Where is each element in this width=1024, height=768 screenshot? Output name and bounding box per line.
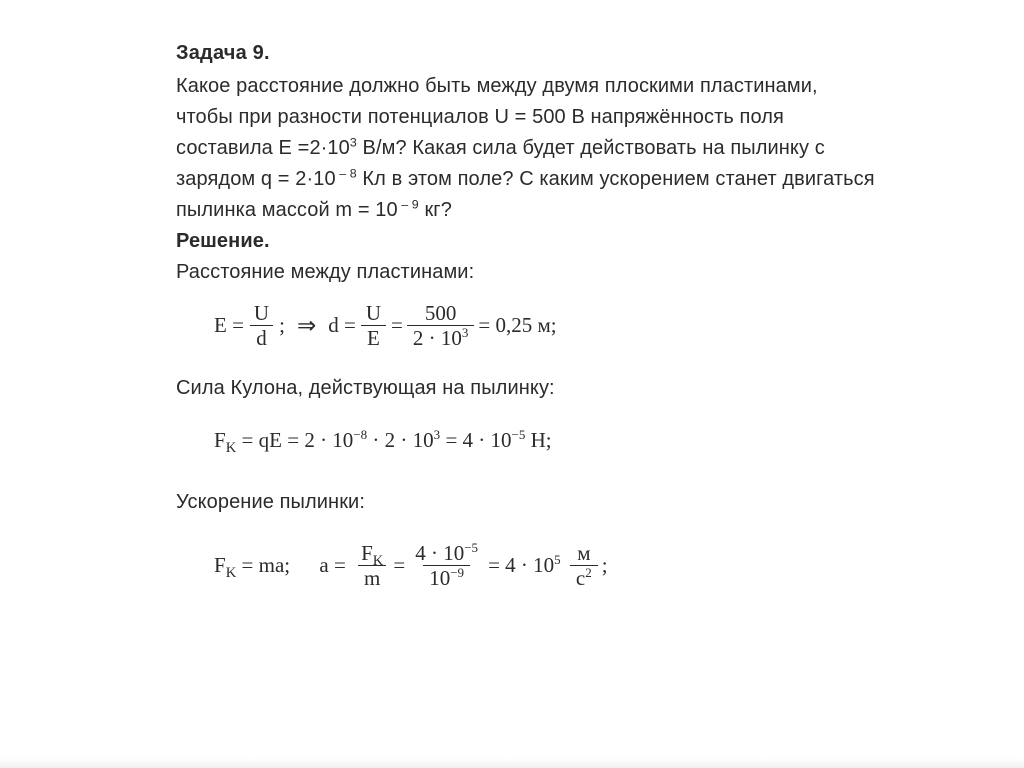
f2-qE: qE — [259, 428, 282, 453]
f3-frac-val: 4 · 10−5 10−9 — [409, 542, 484, 589]
step-2-label: Сила Кулона, действующая на пылинку: — [176, 373, 924, 404]
f3-frac-val-num: 4 · 10−5 — [409, 542, 484, 565]
f3-semi: ; — [602, 553, 608, 578]
f1-frac-UE-den: E — [361, 325, 386, 349]
document-page: Задача 9. Какое расстояние должно быть м… — [0, 0, 1024, 768]
f1-frac-val-den: 2 · 103 — [407, 325, 475, 349]
f3-frac-num: FK — [355, 542, 389, 565]
problem-line-1: Какое расстояние должно быть между двумя… — [176, 75, 818, 97]
f1-frac-Ud: U d — [248, 302, 275, 349]
f1-frac-Ud-den: d — [250, 325, 273, 349]
f2-Fk: FK — [214, 428, 236, 453]
f3-ma: ma; — [259, 553, 291, 578]
formula-1: E = U d ; ⇒ d = U E = 500 2 · 103 = — [214, 302, 924, 349]
f1-frac-UE-num: U — [360, 302, 387, 325]
value-q-mantissa: 2·10 — [295, 168, 335, 190]
f1-result: 0,25 м; — [495, 313, 556, 338]
solution-label: Решение. — [176, 226, 924, 257]
problem-statement: Какое расстояние должно быть между двумя… — [176, 71, 924, 226]
f1-eq3: = — [391, 313, 403, 338]
value-q-exp: – 8 — [336, 166, 357, 180]
page-shadow — [0, 758, 1024, 768]
f1-eq4: = — [478, 313, 490, 338]
problem-line-5a: пылинка массой m = — [176, 199, 375, 221]
f2-dot: · — [372, 428, 379, 453]
problem-line-3b: В/м? Какая сила будет действовать на пыл… — [357, 137, 825, 159]
formula-3: FK = ma; a = FK m = 4 · 10−5 10−9 = 4 · … — [214, 542, 924, 589]
f1-frac-Ud-num: U — [248, 302, 275, 325]
f1-frac-UE: U E — [360, 302, 387, 349]
f3-Fk: FK — [214, 553, 236, 578]
value-m-mantissa: 10 — [375, 199, 397, 221]
f1-frac-val-num: 500 — [419, 302, 463, 325]
problem-title: Задача 9. — [176, 42, 924, 65]
problem-line-5b: кг? — [419, 199, 452, 221]
f3-res: 4 · 105 — [505, 553, 561, 578]
f1-E: E — [214, 313, 227, 338]
f2-t2: 2 · 103 — [385, 428, 441, 453]
f3-unit-den: с2 — [570, 565, 598, 589]
f2-t1: 2 · 10−8 — [304, 428, 367, 453]
f2-unit: H; — [531, 428, 552, 453]
problem-line-4b: Кл в этом поле? С каким ускорением стане… — [357, 168, 875, 190]
f3-frac-Fk-m: FK m — [355, 542, 389, 589]
f3-a: a — [319, 553, 328, 578]
f2-res: 4 · 10−5 — [463, 428, 526, 453]
problem-line-2b: В напряжённость поля — [566, 106, 784, 128]
f1-eq2: = — [344, 313, 356, 338]
problem-line-2a: чтобы при разности потенциалов U = — [176, 106, 532, 128]
f1-eq1: = — [232, 313, 244, 338]
f1-arrow: ⇒ — [297, 313, 316, 339]
f1-frac-val: 500 2 · 103 — [407, 302, 475, 349]
f1-semi1: ; — [279, 313, 285, 338]
problem-line-4a: зарядом q = — [176, 168, 295, 190]
value-U: 500 — [532, 106, 566, 128]
formula-2: FK = qE = 2 · 10−8 · 2 · 103 = 4 · 10−5 … — [214, 428, 924, 453]
value-E-mantissa: 2·10 — [309, 137, 349, 159]
value-E-exp: 3 — [350, 135, 357, 149]
f3-unit-frac: м с2 — [570, 542, 598, 589]
f3-unit-num: м — [571, 542, 596, 565]
value-m-exp: – 9 — [398, 197, 419, 211]
f1-d: d — [328, 313, 339, 338]
f3-frac-val-den: 10−9 — [423, 565, 470, 589]
f3-frac-den: m — [358, 565, 386, 589]
step-1-label: Расстояние между пластинами: — [176, 257, 924, 288]
problem-line-3a: составила E = — [176, 137, 309, 159]
step-3-label: Ускорение пылинки: — [176, 487, 924, 518]
